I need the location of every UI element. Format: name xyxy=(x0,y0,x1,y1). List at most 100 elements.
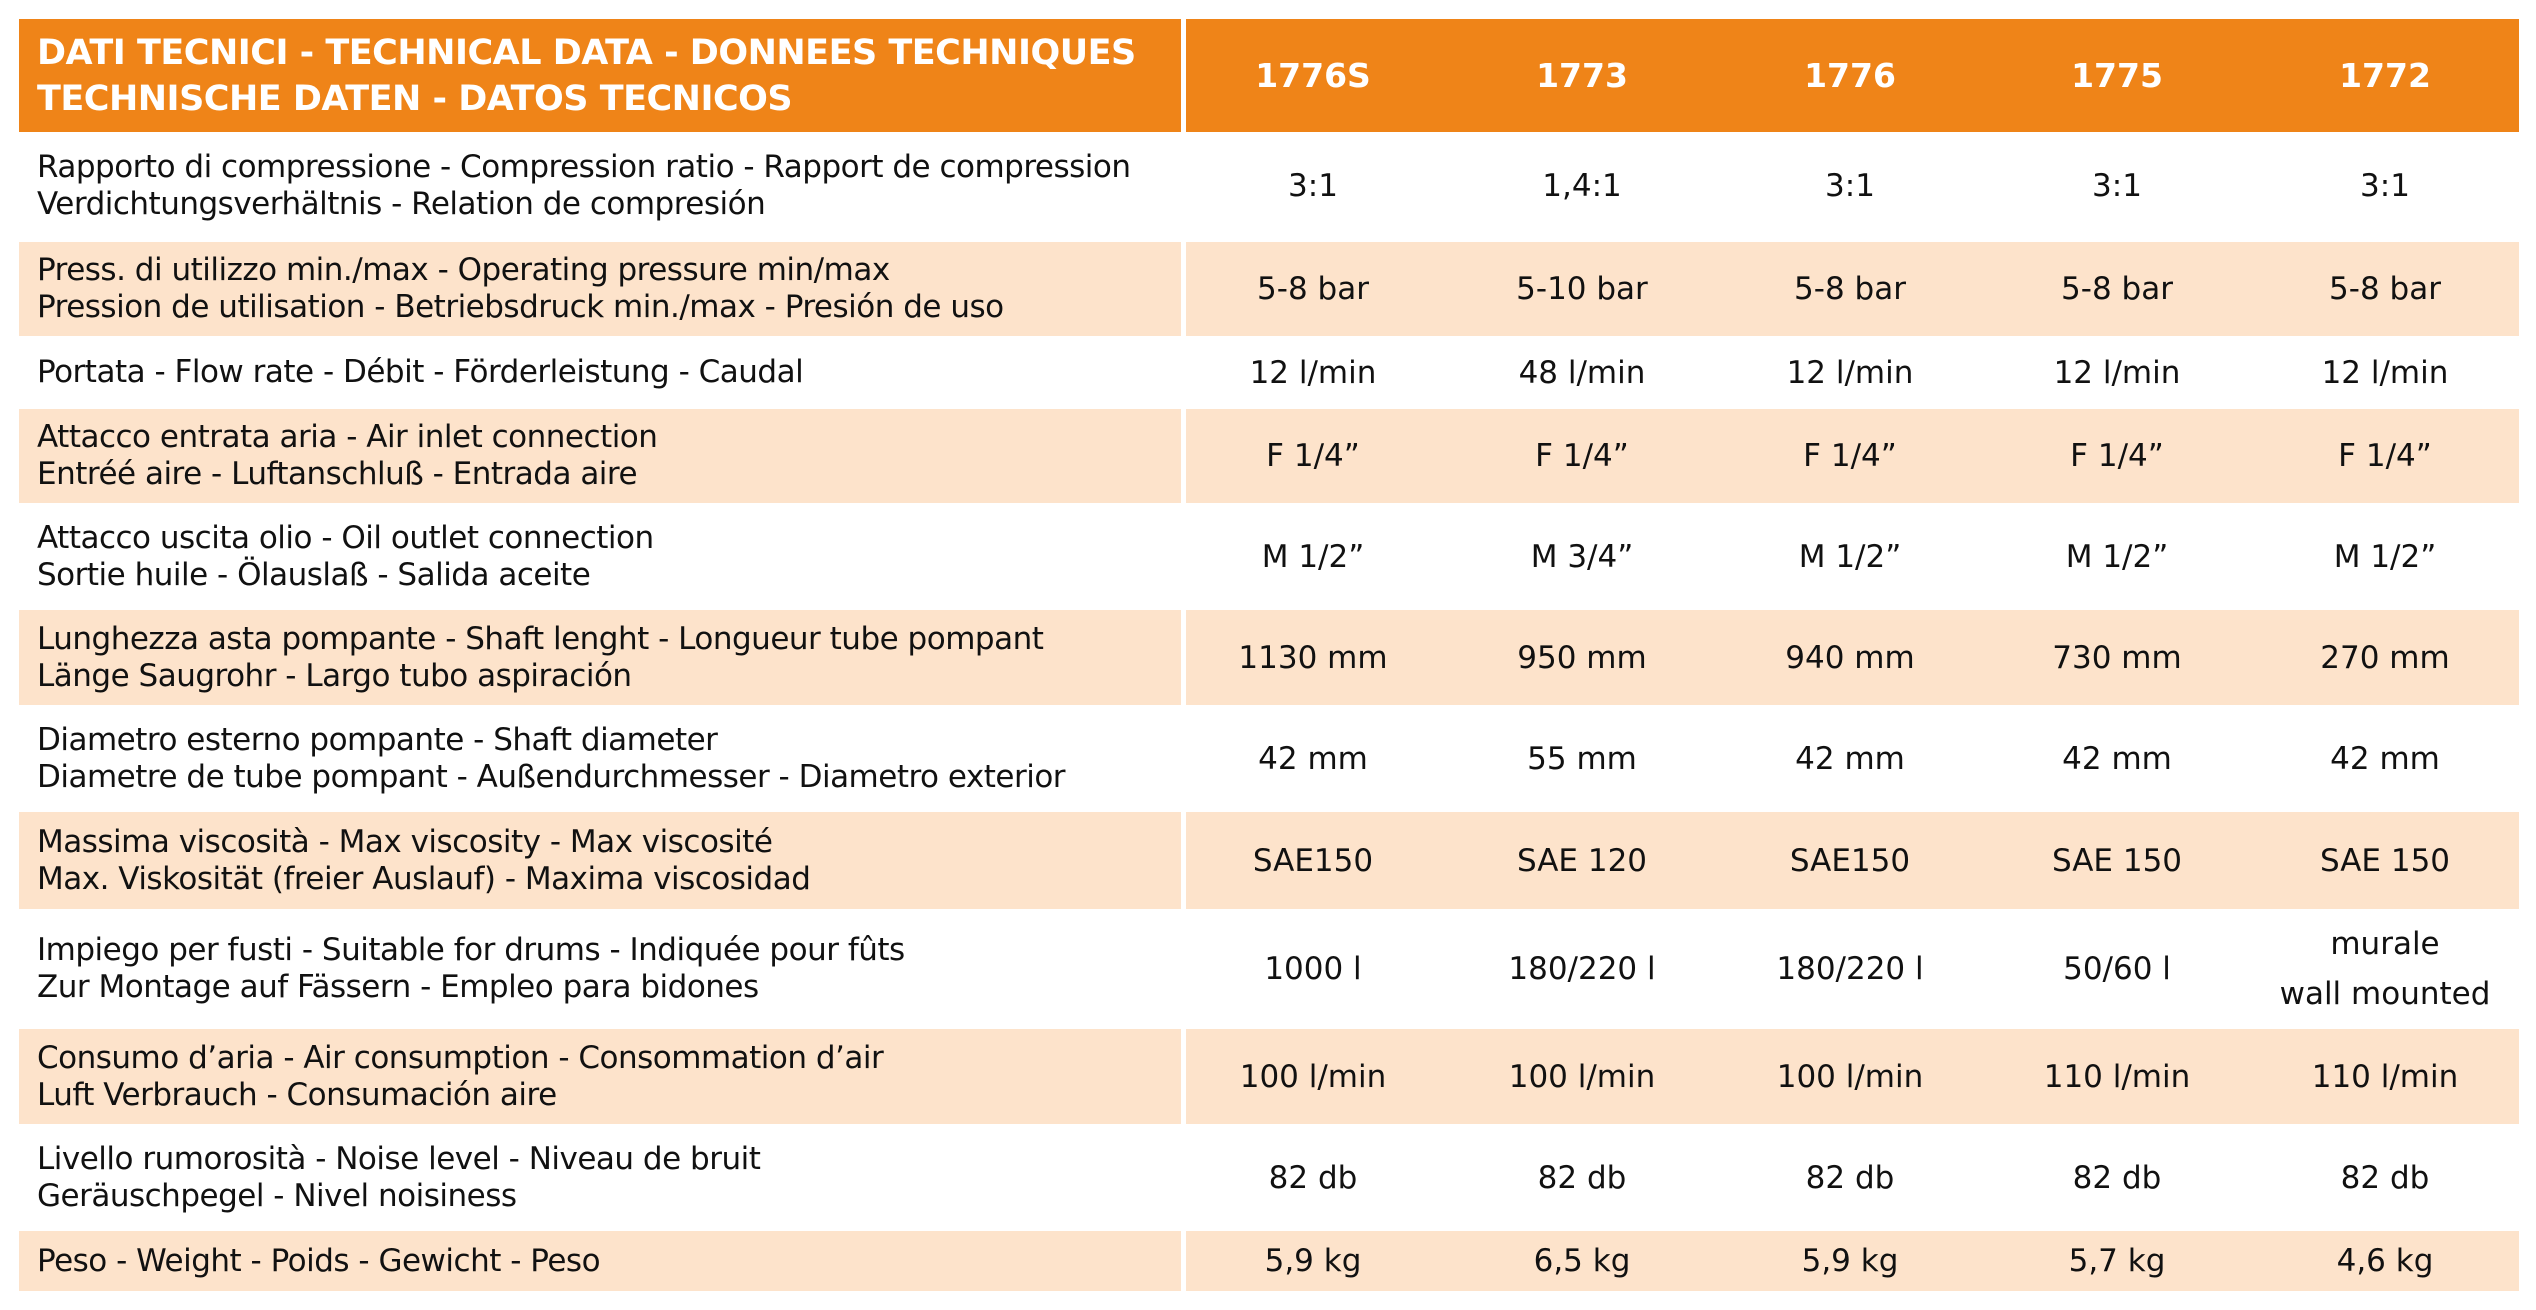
value: F 1/4” xyxy=(2070,438,2164,474)
value: 270 mm xyxy=(2320,639,2450,676)
data-row: Lunghezza asta pompante - Shaft lenght -… xyxy=(19,610,2519,705)
row-label: Livello rumorosità - Noise level - Nivea… xyxy=(37,1130,1187,1225)
value-cell: 270 mm xyxy=(2251,610,2519,705)
data-row: Impiego per fusti - Suitable for drums -… xyxy=(19,915,2519,1023)
value: 82 db xyxy=(1805,1159,1895,1196)
label-line: Diametre de tube pompant - Außendurchmes… xyxy=(37,758,1066,795)
value-cell: 50/60 l xyxy=(1983,915,2251,1023)
label-line: Attacco entrata aria - Air inlet connect… xyxy=(37,419,658,455)
value: 42 mm xyxy=(2062,740,2172,777)
value: 730 mm xyxy=(2052,639,2182,676)
value-cell: 940 mm xyxy=(1716,610,1984,705)
value-line: murale xyxy=(2330,926,2440,962)
column-separator xyxy=(1181,1130,1186,1225)
data-row: Massima viscosità - Max viscosity - Max … xyxy=(19,812,2519,909)
value: 5-8 bar xyxy=(1257,271,1369,307)
value: SAE 120 xyxy=(1516,842,1648,879)
data-row: Peso - Weight - Poids - Gewicht - Peso 5,… xyxy=(19,1231,2519,1291)
value-cell: F 1/4” xyxy=(1179,409,1447,503)
value: 50/60 l xyxy=(2063,951,2171,987)
row-label: Attacco uscita olio - Oil outlet connect… xyxy=(37,509,1187,604)
column-name: 1776 xyxy=(1804,55,1896,95)
value-cell: 100 l/min xyxy=(1179,1029,1447,1124)
value: 1,4:1 xyxy=(1542,168,1622,204)
value-cell: 48 l/min xyxy=(1448,342,1716,403)
value-cell: 82 db xyxy=(1179,1130,1447,1225)
value: 42 mm xyxy=(1795,740,1905,777)
value: 12 l/min xyxy=(1786,354,1914,391)
value-cell: 5,9 kg xyxy=(1179,1231,1447,1291)
value: 180/220 l xyxy=(1508,951,1656,987)
value-cell: 82 db xyxy=(1716,1130,1984,1225)
label-line: Impiego per fusti - Suitable for drums -… xyxy=(37,932,905,968)
value-cell: F 1/4” xyxy=(1716,409,1984,503)
column-separator xyxy=(1181,409,1186,503)
row-label: Impiego per fusti - Suitable for drums -… xyxy=(37,915,1187,1023)
value-cell: 3:1 xyxy=(1716,136,1984,236)
value-cell: 5-10 bar xyxy=(1448,242,1716,336)
value-cell: 1130 mm xyxy=(1179,610,1447,705)
value-cell: SAE150 xyxy=(1179,812,1447,909)
row-label: Press. di utilizzo min./max - Operating … xyxy=(37,242,1187,336)
value-cell: 4,6 kg xyxy=(2251,1231,2519,1291)
value: SAE150 xyxy=(1252,842,1374,879)
value-cell: 180/220 l xyxy=(1448,915,1716,1023)
value-cell: 5,7 kg xyxy=(1983,1231,2251,1291)
value: M 1/2” xyxy=(1261,538,1365,575)
column-separator xyxy=(1181,915,1186,1023)
value-cell: 5-8 bar xyxy=(2251,242,2519,336)
column-separator xyxy=(1181,711,1186,806)
column-separator xyxy=(1181,812,1186,909)
value: 12 l/min xyxy=(2053,354,2181,391)
value: 55 mm xyxy=(1527,740,1637,777)
value: 950 mm xyxy=(1517,639,1647,676)
row-label: Consumo d’aria - Air consumption - Conso… xyxy=(37,1029,1187,1124)
value: 12 l/min xyxy=(1249,354,1377,391)
value: 82 db xyxy=(1537,1159,1627,1196)
value-cell: 82 db xyxy=(2251,1130,2519,1225)
value: 5,9 kg xyxy=(1801,1243,1899,1279)
value: F 1/4” xyxy=(1803,438,1897,474)
column-separator xyxy=(1181,136,1186,236)
value-cell: M 1/2” xyxy=(1716,509,1984,604)
value-cell: 3:1 xyxy=(2251,136,2519,236)
row-label: Attacco entrata aria - Air inlet connect… xyxy=(37,409,1187,503)
value: 5-10 bar xyxy=(1516,271,1648,307)
value: 3:1 xyxy=(1288,168,1338,204)
label-line: Geräuschpegel - Nivel noisiness xyxy=(37,1177,517,1214)
value-line: wall mounted xyxy=(2279,976,2491,1012)
data-row: Press. di utilizzo min./max - Operating … xyxy=(19,242,2519,336)
value: 5-8 bar xyxy=(1794,271,1906,307)
row-label: Portata - Flow rate - Débit - Förderleis… xyxy=(37,342,1187,403)
value-cell: 42 mm xyxy=(1179,711,1447,806)
value: 1000 l xyxy=(1264,951,1362,987)
value-cell: M 3/4” xyxy=(1448,509,1716,604)
value-cell: SAE 120 xyxy=(1448,812,1716,909)
value: 48 l/min xyxy=(1518,354,1646,391)
row-label: Massima viscosità - Max viscosity - Max … xyxy=(37,812,1187,909)
value: SAE 150 xyxy=(2051,842,2183,879)
title-line: DATI TECNICI - TECHNICAL DATA - DONNEES … xyxy=(37,32,1136,73)
label-line: Diametro esterno pompante - Shaft diamet… xyxy=(37,721,718,758)
value-cell: F 1/4” xyxy=(1448,409,1716,503)
value-cell: 1,4:1 xyxy=(1448,136,1716,236)
label-line: Zur Montage auf Fässern - Empleo para bi… xyxy=(37,969,759,1005)
value-cell: 12 l/min xyxy=(1983,342,2251,403)
value: 3:1 xyxy=(1825,168,1875,204)
row-label: Peso - Weight - Poids - Gewicht - Peso xyxy=(37,1231,1187,1291)
column-name: 1776S xyxy=(1255,55,1371,95)
value-cell: 100 l/min xyxy=(1448,1029,1716,1124)
value: 5-8 bar xyxy=(2329,271,2441,307)
label-line: Attacco uscita olio - Oil outlet connect… xyxy=(37,519,654,556)
value: F 1/4” xyxy=(1535,438,1629,474)
label-line: Massima viscosità - Max viscosity - Max … xyxy=(37,823,773,860)
column-separator xyxy=(1181,342,1186,403)
value: M 1/2” xyxy=(2333,538,2437,575)
value-cell: 100 l/min xyxy=(1716,1029,1984,1124)
data-row: Portata - Flow rate - Débit - Förderleis… xyxy=(19,342,2519,403)
value-cell: SAE150 xyxy=(1716,812,1984,909)
value: 82 db xyxy=(2072,1159,2162,1196)
value: 12 l/min xyxy=(2321,354,2449,391)
value-cell: 42 mm xyxy=(1983,711,2251,806)
